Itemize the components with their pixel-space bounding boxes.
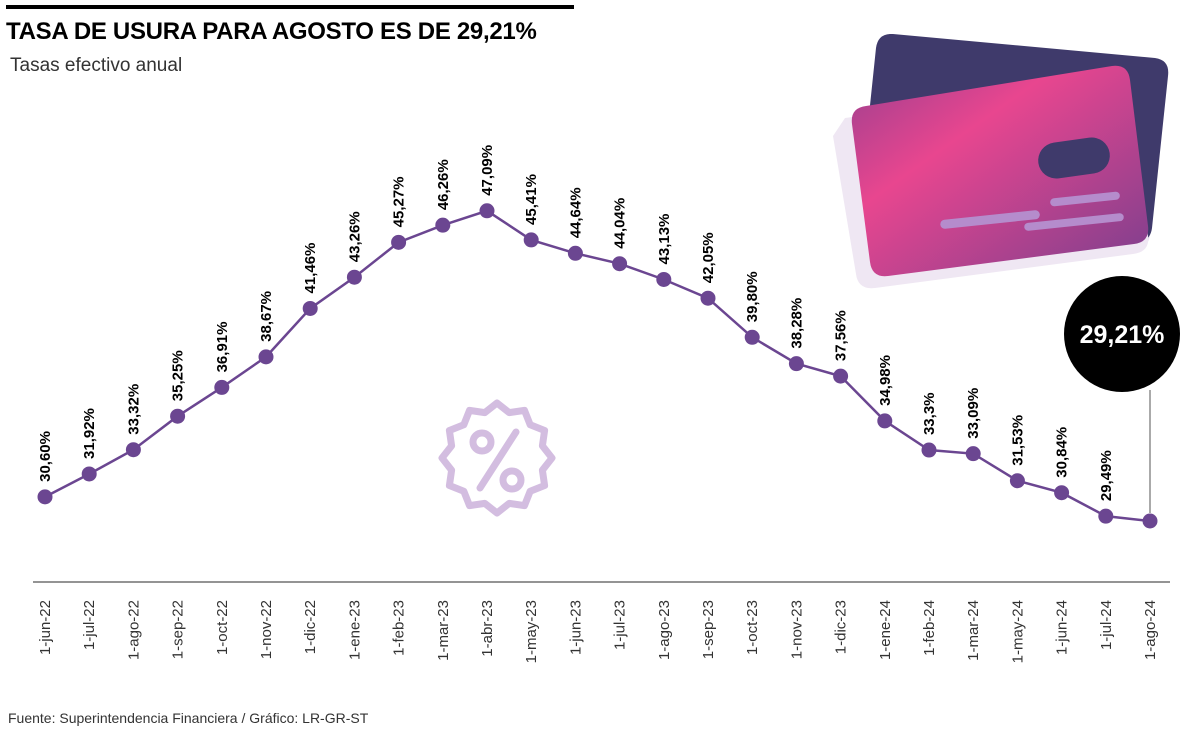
x-tick-label: 1-ene-24 <box>877 600 894 660</box>
data-point-1-jul-24 <box>1098 508 1114 524</box>
x-tick-label: 1-jun-24 <box>1054 600 1071 655</box>
x-tick-label: 1-sep-23 <box>700 600 717 659</box>
data-label-1-ago-23: 43,13% <box>656 214 673 265</box>
x-tick-label: 1-feb-23 <box>391 600 408 656</box>
x-tick-label: 1-jul-24 <box>1098 600 1115 650</box>
data-point-1-ene-23 <box>346 269 362 285</box>
x-tick-label: 1-may-23 <box>523 600 540 663</box>
x-tick-label: 1-ago-22 <box>125 600 142 660</box>
data-label-1-ago-22: 33,32% <box>125 384 142 435</box>
x-tick-label: 1-nov-23 <box>788 600 805 659</box>
title-rule <box>6 5 574 9</box>
data-label-1-mar-24: 33,09% <box>965 388 982 439</box>
x-tick-label: 1-oct-22 <box>214 600 231 655</box>
x-tick-label: 1-jun-23 <box>567 600 584 655</box>
x-tick-label: 1-dic-23 <box>833 600 850 654</box>
chart-subtitle: Tasas efectivo anual <box>10 55 183 76</box>
x-tick-label: 1-ene-23 <box>346 600 363 660</box>
x-tick-label: 1-sep-22 <box>170 600 187 659</box>
data-point-1-nov-23 <box>788 356 804 372</box>
x-tick-label: 1-jun-22 <box>37 600 54 655</box>
x-tick-label: 1-dic-22 <box>302 600 319 654</box>
data-label-1-feb-24: 33,3% <box>921 392 938 435</box>
data-point-1-ago-23 <box>656 271 672 287</box>
data-label-1-jun-24: 30,84% <box>1054 427 1071 478</box>
x-tick-label: 1-ago-24 <box>1142 600 1159 660</box>
chart-title: TASA DE USURA PARA AGOSTO ES DE 29,21% <box>6 18 537 45</box>
data-point-1-jul-22 <box>81 466 97 482</box>
data-label-1-may-24: 31,53% <box>1009 415 1026 466</box>
data-point-1-oct-23 <box>744 329 760 345</box>
x-tick-label: 1-jul-23 <box>612 600 629 650</box>
data-point-1-ago-22 <box>125 442 141 458</box>
data-point-1-nov-22 <box>258 349 274 365</box>
x-tick-label: 1-mar-23 <box>435 600 452 661</box>
data-label-1-mar-23: 46,26% <box>435 159 452 210</box>
data-label-1-nov-22: 38,67% <box>258 291 275 342</box>
data-point-1-feb-24 <box>921 442 937 458</box>
highlight-badge <box>1064 276 1180 392</box>
data-point-1-mar-23 <box>435 217 451 233</box>
data-point-1-ene-24 <box>877 413 893 429</box>
data-point-1-sep-23 <box>700 290 716 306</box>
data-point-1-jun-22 <box>37 489 53 505</box>
percent-badge-icon <box>438 399 556 517</box>
data-label-1-oct-22: 36,91% <box>214 322 231 373</box>
data-label-1-jul-23: 44,04% <box>612 198 629 249</box>
data-label-1-may-23: 45,41% <box>523 174 540 225</box>
data-point-1-dic-22 <box>302 300 318 316</box>
data-point-1-may-24 <box>1009 473 1025 489</box>
data-label-1-dic-22: 41,46% <box>302 243 319 294</box>
data-point-1-jun-24 <box>1054 485 1070 501</box>
data-label-1-jun-22: 30,60% <box>37 431 54 482</box>
data-point-1-sep-22 <box>170 408 186 424</box>
data-point-1-jul-23 <box>612 256 628 272</box>
data-label-1-ene-23: 43,26% <box>346 211 363 262</box>
data-label-1-dic-23: 37,56% <box>833 310 850 361</box>
data-point-1-abr-23 <box>479 203 495 219</box>
data-label-1-nov-23: 38,28% <box>788 298 805 349</box>
data-label-1-oct-23: 39,80% <box>744 271 761 322</box>
x-tick-label: 1-ago-23 <box>656 600 673 660</box>
highlight-badge-label: 29,21% <box>1080 321 1165 349</box>
x-tick-label: 1-may-24 <box>1009 600 1026 663</box>
data-label-1-sep-23: 42,05% <box>700 232 717 283</box>
data-point-1-may-23 <box>523 232 539 248</box>
data-point-1-dic-23 <box>833 368 849 384</box>
data-label-1-feb-23: 45,27% <box>391 176 408 227</box>
data-point-1-feb-23 <box>391 234 407 250</box>
credit-cards-icon <box>833 33 1169 289</box>
x-tick-label: 1-abr-23 <box>479 600 496 657</box>
data-label-1-jul-24: 29,49% <box>1098 450 1115 501</box>
data-point-1-oct-22 <box>214 379 230 395</box>
data-label-1-sep-22: 35,25% <box>170 350 187 401</box>
data-point-1-jun-23 <box>567 245 583 261</box>
data-point-1-ago-24 <box>1142 513 1158 529</box>
source-note: Fuente: Superintendencia Financiera / Gr… <box>8 710 369 726</box>
data-point-1-mar-24 <box>965 446 981 462</box>
data-label-1-jul-22: 31,92% <box>81 408 98 459</box>
x-tick-label: 1-mar-24 <box>965 600 982 661</box>
data-label-1-ene-24: 34,98% <box>877 355 894 406</box>
x-tick-label: 1-jul-22 <box>81 600 98 650</box>
data-label-1-abr-23: 47,09% <box>479 145 496 196</box>
x-tick-label: 1-oct-23 <box>744 600 761 655</box>
x-tick-label: 1-feb-24 <box>921 600 938 656</box>
data-label-1-jun-23: 44,64% <box>567 187 584 238</box>
x-tick-label: 1-nov-22 <box>258 600 275 659</box>
